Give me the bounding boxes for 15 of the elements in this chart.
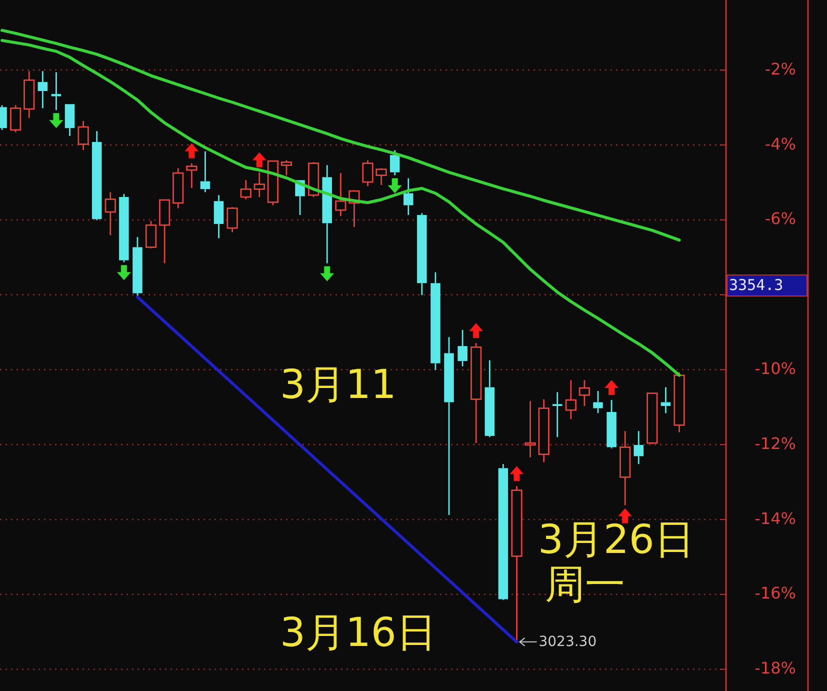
- annotation: 3月11: [280, 362, 396, 408]
- y-tick-label: -4%: [764, 134, 796, 154]
- y-tick-label: -2%: [764, 59, 796, 78]
- text: 3354.3: [729, 276, 784, 294]
- y-tick-label: -14%: [754, 508, 796, 528]
- annotation: 3023.30: [538, 634, 597, 650]
- y-tick-label: -12%: [754, 434, 796, 453]
- annotation: 3月16日: [280, 610, 436, 656]
- annotation: 3月26日: [538, 517, 694, 563]
- annotation: 周一: [545, 562, 625, 608]
- line-series: [0, 28, 681, 242]
- y-tick-label: -10%: [754, 359, 796, 378]
- y-tick-label: -18%: [754, 658, 796, 678]
- y-tick-label: -16%: [754, 584, 796, 603]
- y-tick-label: -6%: [764, 209, 796, 228]
